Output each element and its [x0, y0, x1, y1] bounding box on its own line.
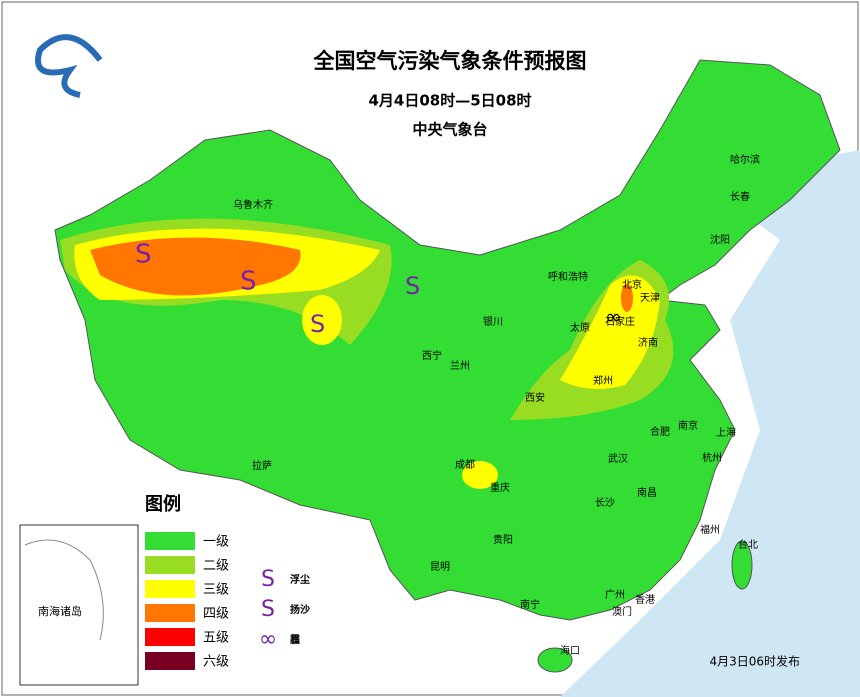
city-label: 南京 — [678, 419, 698, 432]
taiwan — [731, 540, 753, 590]
level-4-area — [90, 237, 301, 296]
legend-label: 四级 — [203, 607, 229, 622]
city-label: 海口 — [560, 644, 580, 657]
sand-symbol: S — [310, 310, 325, 338]
city-label: 成都 — [455, 459, 475, 471]
haze-symbol: ∞ — [605, 305, 622, 329]
legend-title: 图例 — [145, 493, 181, 515]
city-label: 贵阳 — [493, 533, 513, 546]
legend-swatch — [145, 580, 195, 598]
legend-label: 六级 — [203, 655, 229, 670]
level-4-area — [621, 284, 633, 312]
city-label: 杭州 — [702, 451, 722, 464]
legend-label: 三级 — [203, 583, 229, 598]
sand-symbol: S — [405, 272, 420, 300]
city-label: 长沙 — [595, 497, 615, 509]
hainan — [537, 647, 573, 673]
logo — [35, 34, 103, 98]
city-label: 台北 — [738, 538, 758, 551]
city-label: 澳门 — [612, 605, 632, 618]
footer: 4月3日06时发布 — [709, 654, 800, 669]
legend-label: 二级 — [203, 559, 229, 574]
city-label: 兰州 — [450, 359, 470, 372]
level-3-area — [560, 275, 660, 389]
city-label: 郑州 — [593, 374, 613, 387]
city-label: 呼和浩特 — [548, 271, 588, 283]
period: 4月4日08时—5日08时 — [368, 92, 531, 110]
legend-symbol: ∞ — [259, 627, 277, 652]
inset-coast — [24, 539, 104, 641]
city-label: 南昌 — [637, 486, 657, 499]
sea — [560, 150, 860, 697]
legend-label: 一级 — [203, 535, 229, 550]
legend-symbol-label: 霾 — [290, 634, 300, 646]
city-label: 上海 — [716, 426, 736, 439]
city-label: 拉萨 — [252, 459, 272, 472]
inset — [19, 524, 139, 686]
city-label: 银川 — [483, 315, 503, 328]
city-label: 南宁 — [520, 598, 540, 611]
city-label: 合肥 — [650, 425, 670, 438]
city-label: 哈尔滨 — [730, 153, 760, 166]
legend-symbol-label: 扬沙 — [290, 603, 310, 616]
city-label: 石家庄 — [605, 315, 635, 328]
level-3-area — [302, 295, 342, 345]
level-3-area — [462, 461, 498, 489]
issuer: 中央气象台 — [412, 121, 487, 139]
sand-symbol: S — [240, 267, 257, 297]
city-label: 天津 — [640, 292, 660, 304]
city-label: 乌鲁木齐 — [233, 198, 273, 211]
dust-symbol: S — [135, 240, 152, 270]
city-label: 福州 — [700, 523, 720, 536]
legend-swatch — [145, 604, 195, 622]
legend-swatch — [145, 532, 195, 550]
city-label: 广州 — [605, 589, 625, 601]
city-label: 北京 — [622, 278, 642, 291]
country — [54, 59, 841, 621]
title: 全国空气污染气象条件预报图 — [313, 49, 587, 73]
city-label: 武汉 — [608, 452, 628, 465]
city-label: 沈阳 — [710, 233, 730, 246]
legend-swatch — [145, 628, 195, 646]
legend-symbol: S — [261, 567, 275, 592]
inset-label: 南海诸岛 — [38, 604, 82, 618]
city-label: 西安 — [525, 391, 545, 404]
city-label: 济南 — [638, 336, 658, 349]
legend-symbol: S — [261, 597, 275, 622]
legend-swatch — [145, 652, 195, 670]
legend-swatch — [145, 556, 195, 574]
city-label: 昆明 — [430, 561, 450, 573]
city-label: 太原 — [570, 321, 590, 334]
legend-label: 五级 — [203, 631, 229, 646]
legend-symbol-label: 浮尘 — [290, 573, 310, 586]
city-label: 香港 — [635, 594, 655, 606]
city-label: 长春 — [730, 191, 750, 203]
city-label: 西宁 — [422, 349, 442, 362]
city-label: 重庆 — [490, 481, 510, 494]
